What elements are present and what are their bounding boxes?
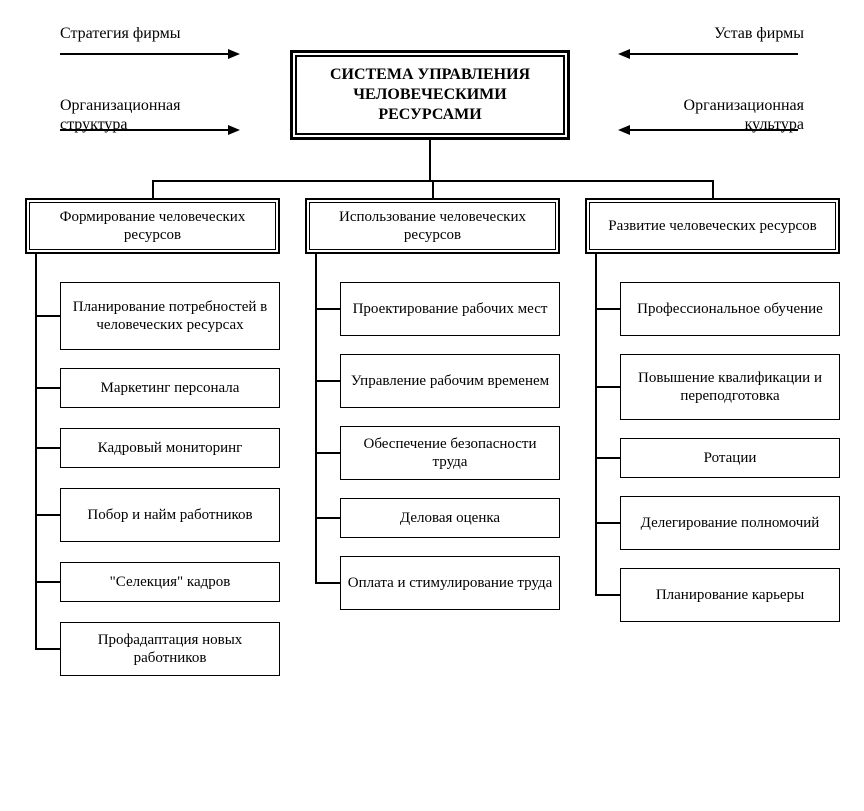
tick-1-4 xyxy=(315,582,340,584)
item-box-2-2: Ротации xyxy=(620,438,840,478)
item-box-0-1: Маркетинг персонала xyxy=(60,368,280,408)
diagram-canvas: Стратегия фирмыОрганизационная структура… xyxy=(0,0,864,811)
item-box-0-5: Профадаптация новых работников xyxy=(60,622,280,676)
input-label-top-right: Устав фирмы xyxy=(714,24,804,43)
tick-0-0 xyxy=(35,315,60,317)
connector-bus-drop-1 xyxy=(432,180,434,198)
tick-1-3 xyxy=(315,517,340,519)
spine-1 xyxy=(315,254,317,583)
item-box-2-1: Повышение квалификации и переподготовка xyxy=(620,354,840,420)
item-box-1-2: Обеспечение безопасности труда xyxy=(340,426,560,480)
input-label-top-left: Стратегия фирмы xyxy=(60,24,180,43)
item-box-0-4: "Селекция" кадров xyxy=(60,562,280,602)
spine-2 xyxy=(595,254,597,595)
item-box-0-0: Планирование потребностей в человеческих… xyxy=(60,282,280,350)
tick-1-2 xyxy=(315,452,340,454)
tick-2-0 xyxy=(595,308,620,310)
item-box-1-3: Деловая оценка xyxy=(340,498,560,538)
tick-0-5 xyxy=(35,648,60,650)
tick-2-4 xyxy=(595,594,620,596)
item-box-2-4: Планирование карьеры xyxy=(620,568,840,622)
item-box-0-3: Побор и найм работников xyxy=(60,488,280,542)
item-box-2-3: Делегирование полномочий xyxy=(620,496,840,550)
branch-box-2: Развитие человеческих ресурсов xyxy=(585,198,840,254)
tick-1-0 xyxy=(315,308,340,310)
tick-1-1 xyxy=(315,380,340,382)
spine-0 xyxy=(35,254,37,649)
item-box-1-4: Оплата и стимулирование труда xyxy=(340,556,560,610)
branch-box-1: Использование человеческих ресурсов xyxy=(305,198,560,254)
tick-2-3 xyxy=(595,522,620,524)
item-box-1-0: Проектирование рабочих мест xyxy=(340,282,560,336)
item-box-2-0: Профессиональное обучение xyxy=(620,282,840,336)
main-title-box: СИСТЕМА УПРАВЛЕНИЯ ЧЕЛОВЕЧЕСКИМИ РЕСУРСА… xyxy=(290,50,570,140)
tick-2-2 xyxy=(595,457,620,459)
connector-bus-drop-0 xyxy=(152,180,154,198)
branch-box-0: Формирование человеческих ресурсов xyxy=(25,198,280,254)
tick-0-1 xyxy=(35,387,60,389)
tick-0-4 xyxy=(35,581,60,583)
tick-0-2 xyxy=(35,447,60,449)
connector-main-down xyxy=(429,140,431,180)
tick-2-1 xyxy=(595,386,620,388)
tick-0-3 xyxy=(35,514,60,516)
item-box-0-2: Кадровый мониторинг xyxy=(60,428,280,468)
connector-bus-drop-2 xyxy=(712,180,714,198)
item-box-1-1: Управление рабочим временем xyxy=(340,354,560,408)
